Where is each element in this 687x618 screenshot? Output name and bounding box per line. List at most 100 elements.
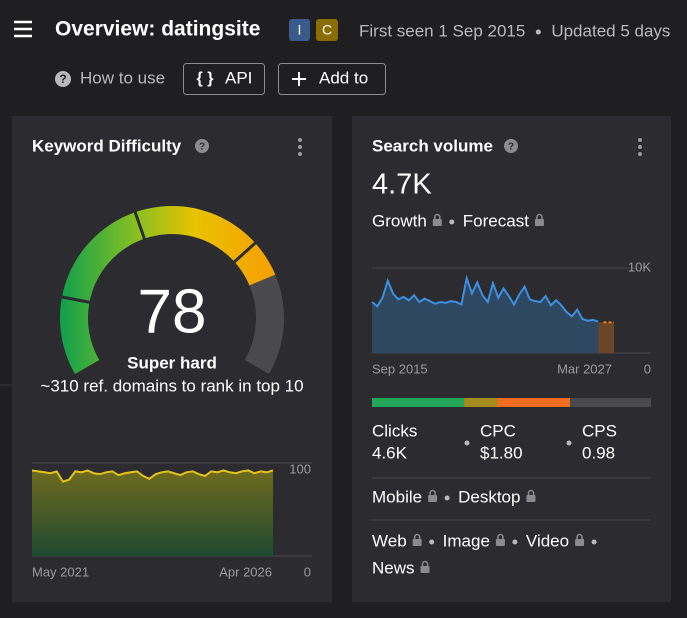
x-start-label: May 2021 [32, 564, 89, 579]
lock-icon [495, 533, 505, 546]
add-to-button[interactable]: Add to [278, 63, 386, 95]
kd-trend-area [32, 470, 273, 556]
difficulty-note: ~310 ref. domains to rank in top 10 [40, 376, 303, 395]
separator [591, 539, 597, 545]
svg-text:?: ? [508, 142, 514, 153]
lock-shackle [497, 533, 504, 539]
metric-label: CPS [582, 421, 617, 440]
lock-icon [432, 213, 442, 226]
click-segment [570, 398, 651, 407]
metric-label: Clicks [372, 421, 417, 440]
feature-label: Growth [372, 211, 427, 230]
x-end-label: Mar 2027 [557, 361, 612, 376]
lock-icon [534, 213, 544, 226]
score: 78 [138, 277, 207, 346]
lock-body [495, 539, 505, 546]
feature-label: Forecast [463, 211, 529, 230]
lock-icon [412, 533, 422, 546]
first-seen: First seen 1 Sep 2015 [359, 21, 525, 40]
click-segment [464, 398, 498, 407]
lock-body [412, 539, 422, 546]
badge-label: C [322, 22, 332, 38]
gauge-separator [59, 295, 92, 305]
volume-line [371, 274, 599, 323]
add-to-label: Add to [319, 68, 368, 87]
badge [289, 19, 310, 41]
rows: Growth Forecast Mobile Desktop Web Image Video… [372, 211, 617, 577]
how-to-use-label: How to use [80, 68, 165, 87]
lock-icon [420, 560, 430, 573]
help-icon[interactable]: ? [195, 139, 209, 153]
separator [429, 539, 435, 545]
api-button[interactable]: { } API [183, 63, 265, 95]
kd-trend-chart: 0 100 [31, 461, 312, 579]
forecast-area [598, 322, 614, 353]
badge-label: I [298, 22, 302, 38]
volume-chart: 0 10K [371, 259, 651, 376]
lock-shackle [536, 213, 543, 219]
click-segment [497, 398, 571, 407]
card-menu[interactable] [638, 138, 642, 156]
feature-label: News [372, 558, 415, 577]
volume: 4.7K [372, 169, 432, 201]
lock-icon [575, 533, 585, 546]
gauge-separator [133, 209, 147, 242]
menu-icon[interactable] [14, 20, 32, 38]
badge [316, 19, 338, 41]
help-icon[interactable]: ? [504, 139, 518, 153]
svg-text:?: ? [59, 72, 66, 86]
how-to-use[interactable]: ? How to use [55, 68, 165, 87]
lock-shackle [421, 560, 429, 566]
lock-icon [428, 489, 438, 502]
separator [449, 219, 455, 225]
lock-body [526, 495, 536, 502]
page-title: Overview: datingsite [55, 18, 260, 41]
svg-text:?: ? [199, 142, 205, 153]
metric-value: $1.80 [480, 443, 523, 462]
lock-body [575, 539, 585, 546]
metric-value: 0.98 [582, 443, 615, 462]
api-label: API [225, 68, 252, 87]
card-title: Search volume [372, 136, 493, 155]
gauge-track [244, 274, 285, 374]
lock-shackle [527, 489, 535, 495]
separator [566, 440, 572, 446]
feature-label: Image [443, 531, 490, 550]
y-tick-label: 0 [304, 564, 311, 579]
click-distribution [372, 398, 651, 407]
feature-label: Video [526, 531, 569, 550]
svg-text:{ }: { } [197, 70, 214, 87]
x-end-label: Apr 2026 [219, 564, 272, 579]
kd-trend-line [31, 469, 274, 483]
separator [464, 440, 470, 446]
gauge-separator [231, 240, 258, 265]
card-title: Keyword Difficulty [32, 136, 182, 155]
lock-body [428, 495, 438, 502]
metric-label: CPC [480, 421, 516, 440]
lock-shackle [434, 213, 441, 219]
separator [535, 29, 541, 35]
lock-icon [526, 489, 536, 502]
gauge-fill [60, 206, 276, 374]
volume-area [372, 278, 599, 353]
card-menu[interactable] [298, 138, 302, 156]
y-tick-label: 0 [644, 361, 651, 376]
feature-label: Desktop [458, 487, 520, 506]
search-volume-card [352, 116, 671, 602]
feature-label: Web [372, 531, 407, 550]
difficulty-label: Super hard [127, 353, 217, 372]
lock-body [534, 219, 544, 226]
lock-shackle [429, 489, 436, 495]
lock-shackle [413, 533, 421, 539]
metric-value: 4.6K [372, 443, 408, 462]
feature-label: Mobile [372, 487, 422, 506]
click-segment [372, 398, 465, 407]
updated: Updated 5 days [551, 21, 670, 40]
y-tick-label: 10K [628, 259, 651, 274]
lock-body [420, 566, 430, 573]
y-tick-label: 100 [289, 461, 311, 476]
separator [512, 539, 518, 545]
separator [444, 495, 450, 501]
lock-body [432, 219, 442, 226]
